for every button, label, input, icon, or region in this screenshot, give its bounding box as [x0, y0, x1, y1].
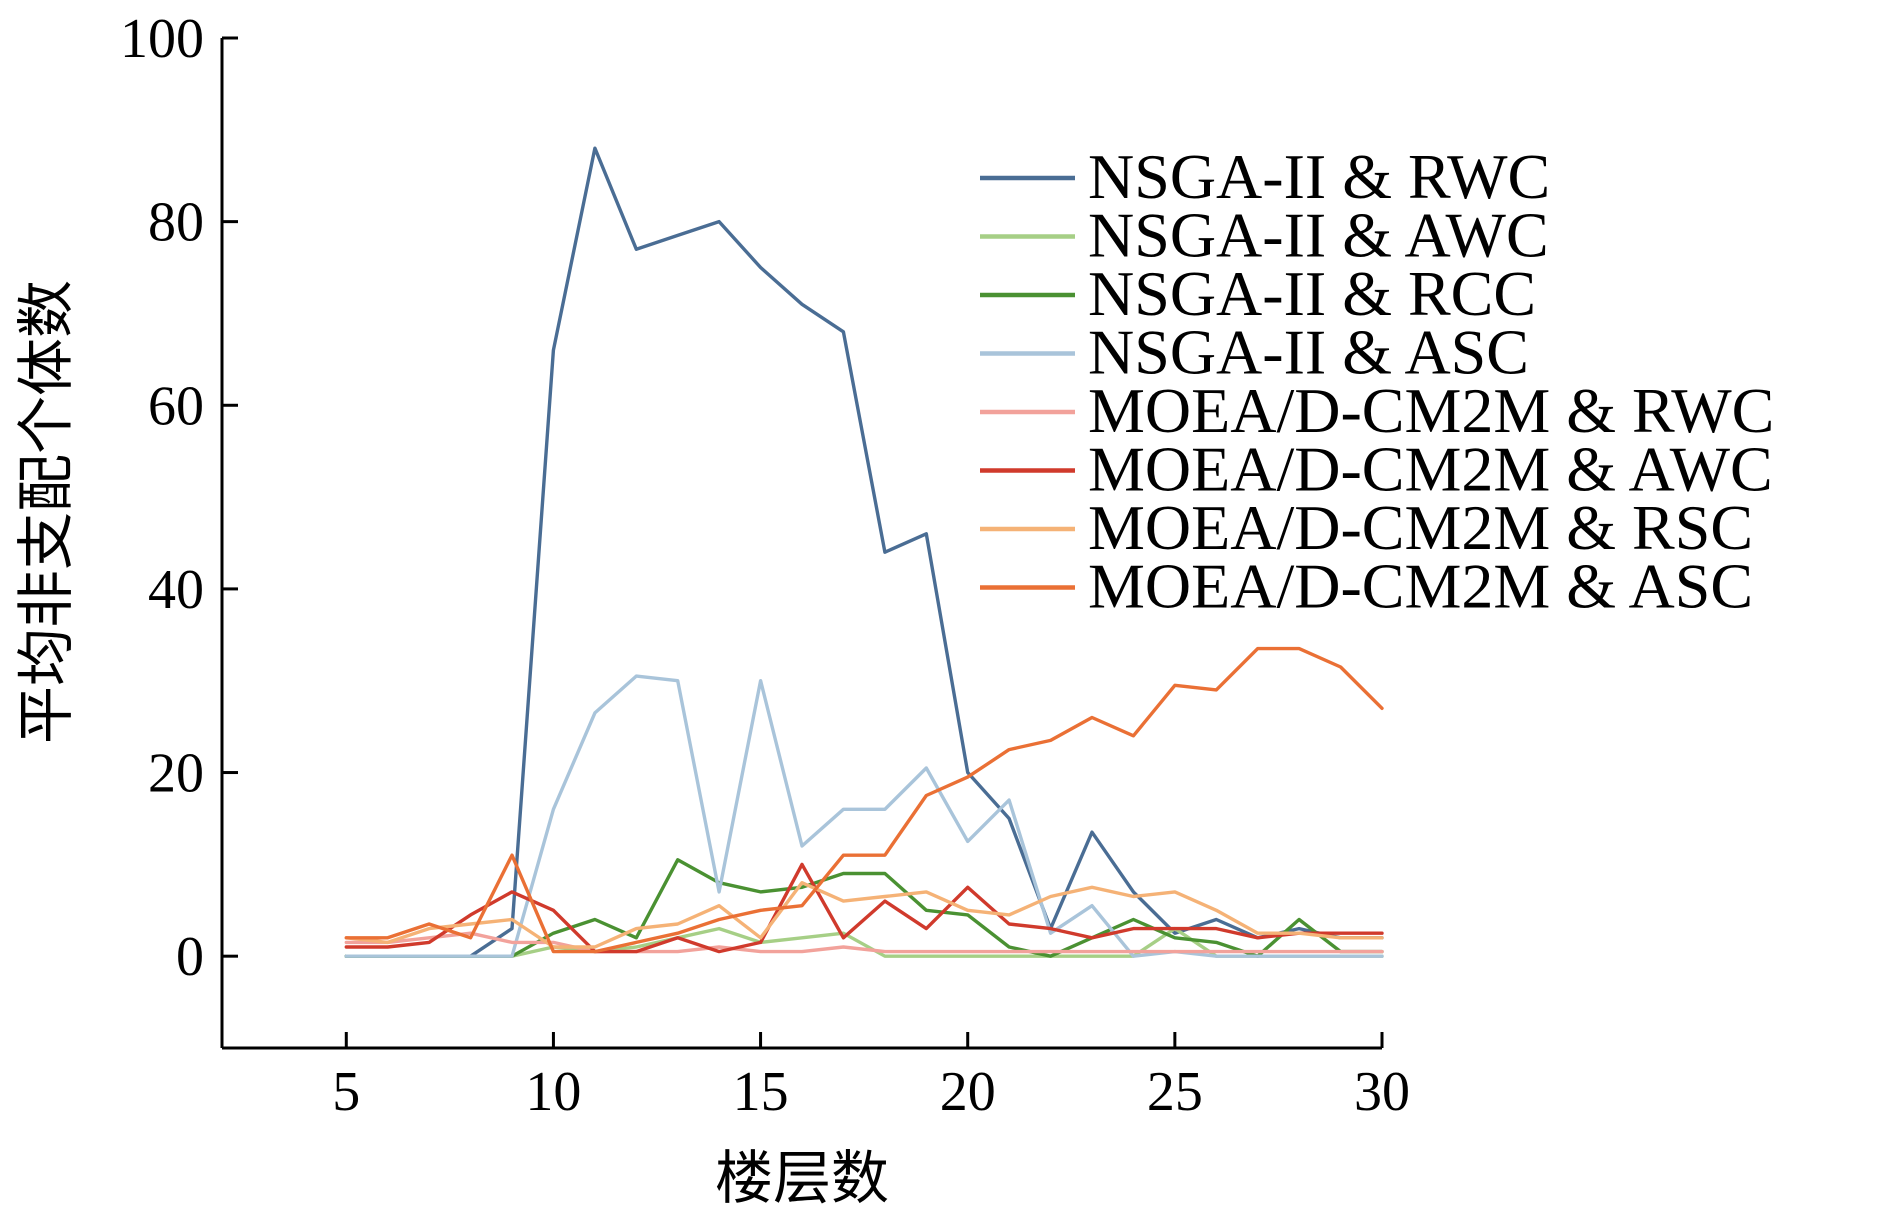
legend-label-8: MOEA/D-CM2M & ASC	[1088, 551, 1753, 622]
y-tick-label: 60	[148, 375, 204, 437]
series-line-1	[344, 146, 1384, 958]
x-tick-label: 30	[1354, 1061, 1410, 1123]
series-line-7	[344, 881, 1384, 949]
legend-label-3: NSGA-II & RCC	[1088, 258, 1536, 329]
x-tick-label: 15	[733, 1061, 789, 1123]
legend-label-2: NSGA-II & AWC	[1088, 200, 1549, 271]
x-tick-label: 10	[525, 1061, 581, 1123]
ticks-layer: 0 20 40 60 80 100 5 10 15 20 25 30	[120, 8, 1410, 1123]
legend-label-5: MOEA/D-CM2M & RWC	[1088, 375, 1774, 446]
x-tick-label: 5	[332, 1061, 360, 1123]
y-tick-label: 100	[120, 8, 204, 70]
y-tick-label: 80	[148, 192, 204, 254]
series-line-3	[344, 858, 1384, 958]
series-line-8	[344, 646, 1384, 954]
series-line-4	[344, 674, 1384, 958]
y-tick-label: 0	[176, 926, 204, 988]
series-line-5	[344, 931, 1384, 954]
legend-label-6: MOEA/D-CM2M & AWC	[1088, 434, 1773, 505]
series-line-6	[344, 862, 1384, 954]
y-tick-label: 40	[148, 559, 204, 621]
x-tick-label: 25	[1147, 1061, 1203, 1123]
axes-layer	[220, 38, 1382, 1050]
legend-label-1: NSGA-II & RWC	[1088, 141, 1550, 212]
legend-label-4: NSGA-II & ASC	[1088, 317, 1529, 388]
y-tick-label: 20	[148, 743, 204, 805]
y-axis-title: 平均非支配个体数	[12, 280, 80, 744]
series-layer	[344, 146, 1384, 958]
x-tick-label: 20	[940, 1061, 996, 1123]
x-axis-title: 楼层数	[715, 1144, 889, 1211]
legend-label-7: MOEA/D-CM2M & RSC	[1088, 492, 1753, 563]
